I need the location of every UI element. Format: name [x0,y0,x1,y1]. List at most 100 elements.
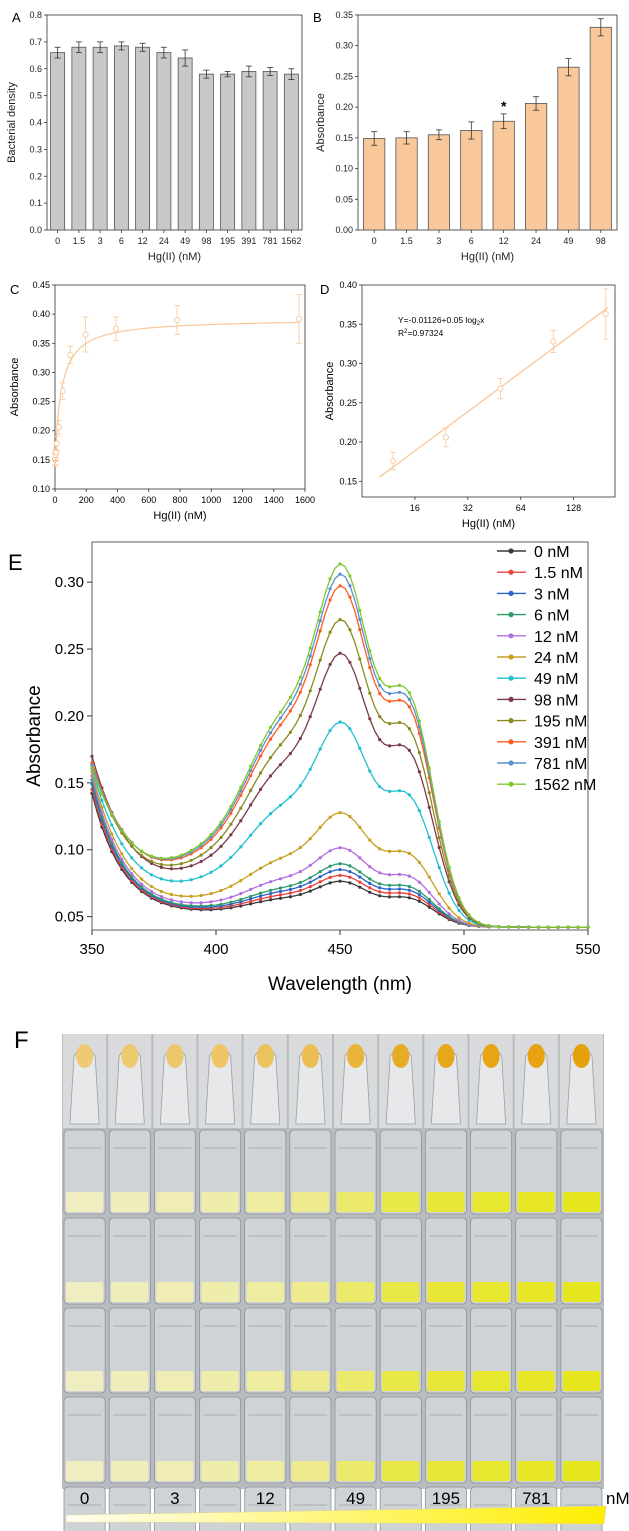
spectrum-marker [249,833,253,837]
y-axis-label: Absorbance [315,93,327,152]
spectrum-marker [288,709,292,713]
spectrum-marker [209,903,213,908]
spectrum-marker [199,842,203,846]
y-tick-label: 0.7 [29,37,42,47]
spectrum-marker [378,847,382,851]
spectrum-marker [308,654,312,658]
spectrum-marker [229,855,233,860]
spectrum-marker [149,873,154,877]
spectrum-marker [417,896,421,900]
spectrum-marker [189,878,193,882]
x-tick-label: 1000 [201,495,221,505]
spectrum-marker [249,774,253,778]
spectrum-marker [239,892,243,896]
legend-label: 6 nM [534,608,570,625]
spectrum-marker [318,658,322,662]
spectrum-marker [199,875,203,879]
spectrum-marker [140,849,144,853]
spectrum-marker [269,737,273,741]
spectrum-marker [368,865,372,869]
spectrum-marker [447,912,451,916]
unit-label: nM [606,1489,629,1508]
y-tick-label: 0.15 [32,455,50,465]
spectrum-marker [259,787,263,792]
y-tick-label: 0.30 [339,359,357,369]
y-tick-label: 0.35 [335,10,353,20]
bar [241,71,257,231]
solution [66,1461,104,1481]
r2-value: =0.97324 [407,328,443,338]
spectrum-marker [457,896,461,900]
spectrum-marker [239,897,243,902]
x-axis-label: Wavelength (nm) [268,974,412,995]
y-tick-label: 0.45 [32,280,50,290]
spectrum-marker [427,900,431,904]
spectrum-marker [397,690,402,694]
y-tick-label: 0.25 [55,641,84,658]
spectrum-marker [219,835,223,840]
spectrum-marker [298,880,302,885]
bar [427,134,451,231]
x-tick-label: 3 [98,236,103,246]
legend-marker [508,590,514,597]
spectrum-marker [318,687,322,691]
solution [291,1192,329,1212]
spectrum-marker [130,841,134,845]
spectrum-marker [179,879,183,883]
spectrum-marker [328,870,332,874]
bacterial-pellet [211,1044,229,1068]
spectrum-marker [397,743,402,747]
spectrum-marker [298,682,302,686]
solution [517,1282,555,1302]
x-tick-label: 781 [263,236,278,246]
bar [363,138,386,231]
spectrum-marker [219,820,223,824]
spectrum-line [91,652,588,928]
spectrum-marker [229,833,233,837]
spectrum-marker [407,892,411,896]
x-tick-label: 64 [516,503,526,513]
y-tick-label: 0.35 [339,319,357,329]
spectrum-marker [239,900,243,904]
spectrum-marker [447,880,451,884]
spectrum-marker [159,877,163,881]
fit-equation: Y=-0.01126+0.05 log2x [398,315,485,327]
spectrum-marker [249,902,253,906]
legend-marker [508,612,514,618]
x-tick-label: 400 [110,495,125,505]
spectrum-marker [269,812,273,816]
solution [517,1371,555,1391]
spectrum-marker [249,764,253,768]
spectrum-marker [179,894,183,898]
solution [156,1192,194,1212]
spectrum-marker [298,870,302,874]
spectrum-marker [179,903,183,907]
spectrum-marker [239,904,243,908]
spectrum-marker [159,897,163,901]
spectrum-marker [328,815,332,819]
y-tick-label: 0.3 [29,144,42,154]
y-tick-label: 0.2 [29,171,42,181]
y-tick-label: 0.15 [55,775,84,792]
spectrum-marker [189,864,193,868]
y-tick-label: 0.10 [335,164,353,174]
cuvette [108,1486,151,1531]
spectrum-marker [219,888,223,893]
spectrum-marker [298,736,302,741]
spectrum-marker [259,822,263,826]
spectrum-marker [298,675,302,679]
spectrum-marker [308,663,312,667]
spectrum-series [90,770,590,929]
spectrum-marker [278,856,283,860]
spectrum-marker [427,805,431,810]
spectrum-marker [269,756,273,760]
spectrum-marker [447,906,451,910]
legend-marker [508,633,514,639]
spectrum-line [91,779,588,928]
spectrum-marker [259,754,263,758]
spectrum-marker [149,892,154,896]
bacterial-pellet [347,1044,365,1068]
axes-frame [361,284,616,498]
spectrum-marker [397,683,402,688]
chart-d: 0.15 0.20 0.25 0.30 0.35 0.40 16 32 64 128 Y=-0.01… [324,280,616,530]
